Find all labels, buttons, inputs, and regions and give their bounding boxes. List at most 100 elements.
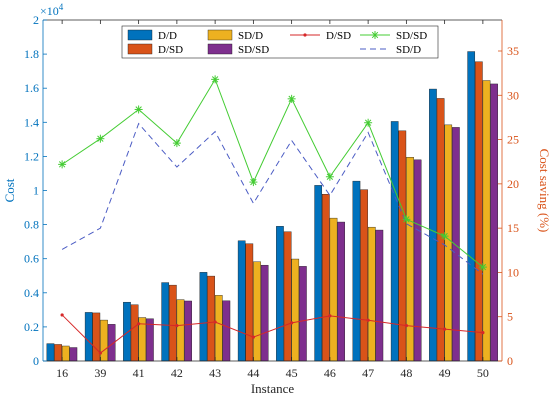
legend-item-bar-sd-sd: SD/SD — [207, 43, 269, 56]
point-sd-sd-47 — [364, 118, 373, 127]
bar-sd-d-48 — [406, 157, 414, 362]
point-d-sd-43 — [213, 320, 217, 324]
line-d-sd — [61, 314, 483, 354]
point-sd-sd-50 — [478, 263, 487, 272]
point-d-sd-49 — [443, 327, 447, 331]
bar-d-d-47 — [352, 180, 361, 362]
legend-label: SD/SD — [396, 30, 427, 42]
left-tick-label: 0.6 — [24, 252, 39, 266]
right-tick-label: 10 — [507, 265, 519, 279]
bar-d-sd-42 — [169, 284, 177, 362]
bar-sd-d-42 — [176, 299, 185, 362]
bar-sd-sd-42 — [184, 300, 192, 362]
lines-layer — [58, 75, 487, 355]
bar-sd-sd-49 — [452, 127, 460, 362]
point-d-sd-16 — [60, 313, 64, 317]
legend-label: D/D — [158, 30, 177, 42]
legend-label: SD/D — [396, 44, 421, 56]
bar-d-sd-49 — [436, 98, 445, 362]
right-tick-label: 30 — [507, 88, 519, 102]
point-sd-sd-44 — [249, 178, 258, 187]
bar-sd-sd-45 — [299, 266, 307, 362]
bar-d-d-50 — [467, 51, 476, 362]
x-tick-label: 48 — [400, 366, 412, 380]
legend-swatch — [207, 43, 233, 55]
x-tick-label: 46 — [324, 366, 336, 380]
x-tick-label: 47 — [362, 366, 374, 380]
legend-swatch — [127, 29, 153, 41]
x-tick-label: 45 — [286, 366, 298, 380]
line-sd-d — [61, 122, 484, 275]
bar-d-sd-39 — [92, 312, 101, 362]
point-d-sd-39 — [98, 351, 102, 355]
bar-d-sd-44 — [245, 243, 254, 362]
point-d-sd-50 — [481, 331, 485, 335]
point-d-sd-47 — [366, 318, 370, 322]
point-sd-sd-43 — [211, 75, 220, 84]
legend-box — [121, 25, 439, 59]
bar-sd-sd-43 — [222, 300, 231, 362]
x-tick-label: 42 — [171, 366, 183, 380]
bar-d-d-48 — [390, 121, 399, 362]
x-tick-label: 44 — [247, 366, 259, 380]
bar-d-d-49 — [429, 88, 437, 362]
x-tick-label: 41 — [133, 366, 145, 380]
legend-item-line-asterisk-sd-sd: SD/SD — [360, 30, 427, 42]
bar-d-d-44 — [237, 240, 246, 362]
line-sd-sd — [61, 78, 484, 268]
point-sd-sd-41 — [134, 105, 143, 114]
bar-sd-sd-44 — [260, 264, 269, 362]
bar-d-d-16 — [46, 343, 55, 362]
bar-sd-d-50 — [482, 80, 491, 362]
point-d-sd-41 — [137, 322, 141, 326]
left-tick-label: 0.8 — [24, 218, 39, 232]
legend-marker — [371, 31, 379, 39]
right-tick-label: 25 — [507, 133, 519, 147]
left-tick-label: 1.8 — [24, 47, 39, 61]
left-tick-label: 0 — [33, 354, 39, 368]
right-tick-label: 35 — [507, 44, 519, 58]
left-tick-label: 1.6 — [24, 81, 39, 95]
bar-sd-sd-50 — [490, 83, 498, 362]
left-tick-label: 1.4 — [24, 115, 39, 129]
bar-sd-sd-41 — [146, 318, 154, 362]
bar-d-d-46 — [314, 185, 323, 362]
bar-d-sd-47 — [360, 189, 368, 362]
point-d-sd-42 — [175, 323, 179, 328]
bar-d-sd-41 — [130, 304, 139, 362]
right-tick-label: 15 — [507, 221, 519, 235]
bars-layer — [46, 51, 498, 362]
bar-d-d-45 — [276, 226, 284, 362]
left-tick-label: 2 — [33, 13, 39, 27]
bar-sd-d-47 — [367, 226, 376, 362]
left-tick-label: 1 — [33, 184, 39, 198]
bar-sd-sd-47 — [375, 229, 384, 362]
point-d-sd-46 — [328, 314, 332, 318]
bar-d-sd-46 — [322, 194, 330, 362]
x-tick-label: 43 — [209, 366, 221, 380]
left-tick-label: 0.2 — [24, 320, 39, 334]
point-d-sd-48 — [404, 323, 408, 328]
legend-marker — [303, 33, 307, 37]
legend-item-bar-d-d: D/D — [127, 29, 177, 42]
legend-item-bar-d-sd: D/SD — [127, 43, 183, 56]
legend-item-line-dot-d-sd: D/SD — [290, 30, 351, 42]
bar-sd-sd-46 — [337, 221, 345, 362]
bar-d-d-43 — [199, 272, 208, 362]
bar-d-sd-16 — [54, 344, 62, 362]
legend-label: D/SD — [326, 30, 351, 42]
x-tick-label: 49 — [439, 366, 451, 380]
left-axis-title: Cost — [2, 178, 17, 202]
right-tick-label: 5 — [507, 310, 513, 324]
point-sd-sd-16 — [58, 160, 67, 169]
point-sd-sd-49 — [440, 232, 449, 241]
bar-sd-d-39 — [100, 319, 108, 362]
point-d-sd-45 — [290, 321, 294, 325]
legend: D/D SD/D D/SD SD/SD D/SD SD/SD SD/D — [121, 25, 439, 59]
point-d-sd-44 — [251, 335, 255, 339]
right-tick-label: 20 — [507, 177, 519, 191]
bar-sd-d-44 — [253, 261, 261, 362]
point-sd-sd-42 — [172, 139, 181, 148]
x-tick-label: 39 — [94, 366, 106, 380]
